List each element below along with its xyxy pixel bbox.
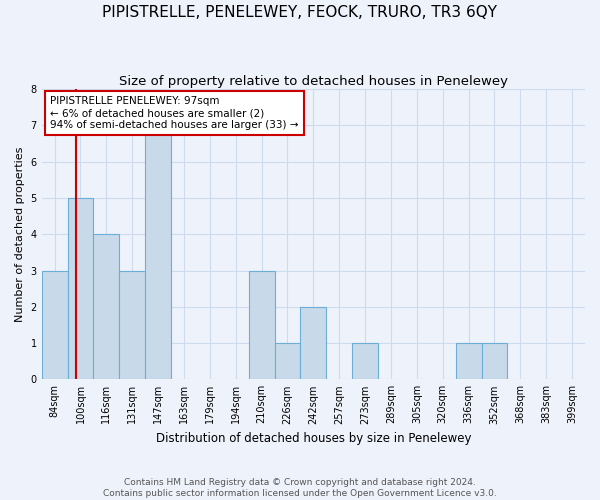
Y-axis label: Number of detached properties: Number of detached properties: [15, 146, 25, 322]
Bar: [482, 343, 508, 380]
Title: Size of property relative to detached houses in Penelewey: Size of property relative to detached ho…: [119, 75, 508, 88]
Bar: [275, 343, 301, 380]
Bar: [94, 234, 119, 380]
Bar: [352, 343, 378, 380]
Text: PIPISTRELLE, PENELEWEY, FEOCK, TRURO, TR3 6QY: PIPISTRELLE, PENELEWEY, FEOCK, TRURO, TR…: [103, 5, 497, 20]
Bar: [455, 343, 482, 380]
Text: Contains HM Land Registry data © Crown copyright and database right 2024.
Contai: Contains HM Land Registry data © Crown c…: [103, 478, 497, 498]
Bar: [301, 307, 326, 380]
Text: PIPISTRELLE PENELEWEY: 97sqm
← 6% of detached houses are smaller (2)
94% of semi: PIPISTRELLE PENELEWEY: 97sqm ← 6% of det…: [50, 96, 298, 130]
X-axis label: Distribution of detached houses by size in Penelewey: Distribution of detached houses by size …: [155, 432, 471, 445]
Bar: [68, 198, 94, 380]
Bar: [41, 270, 68, 380]
Bar: [145, 126, 171, 380]
Bar: [119, 270, 145, 380]
Bar: [248, 270, 275, 380]
